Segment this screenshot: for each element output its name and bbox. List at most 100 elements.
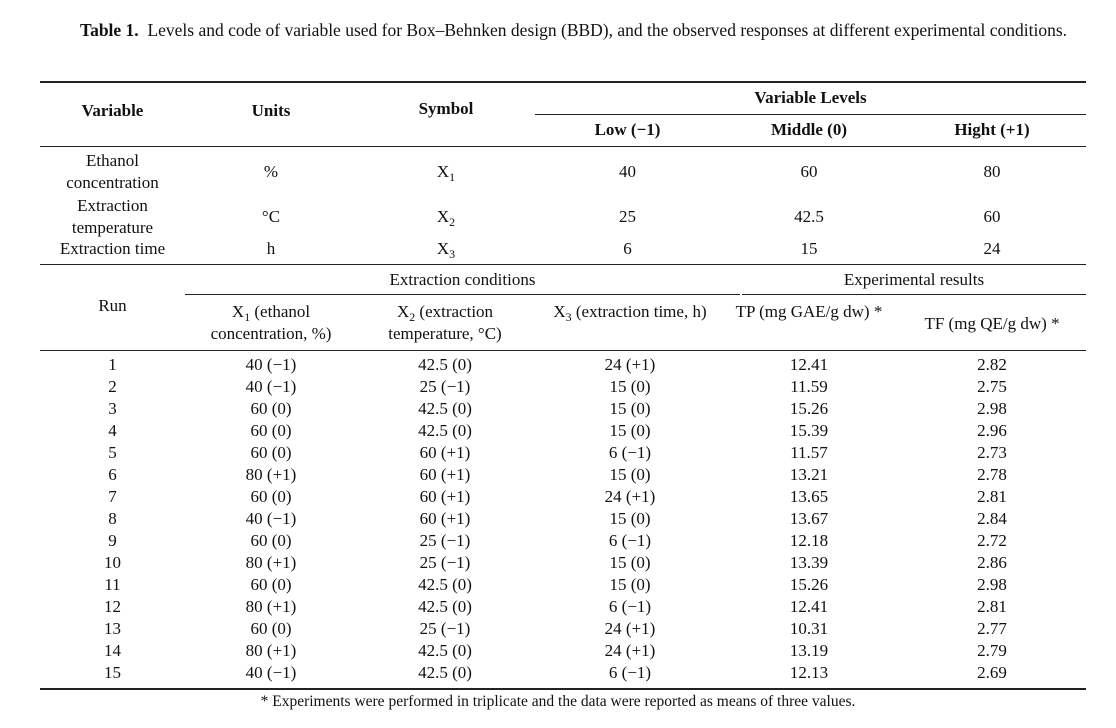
levels-low-cell: 6 — [623, 239, 632, 258]
run-tf-cell: 2.75 — [977, 377, 1007, 396]
run-x1-cell: 60 (0) — [250, 619, 292, 638]
symbol-subscript: 1 — [449, 170, 456, 184]
run-run-cell: 6 — [108, 465, 117, 484]
run-tp-cell: 13.65 — [789, 487, 829, 506]
run-x1-cell: 60 (0) — [250, 487, 292, 506]
header-x1: X1 (ethanol concentration, %) — [196, 301, 346, 345]
run-x3-cell: 15 (0) — [609, 377, 651, 396]
run-x1-cell: 80 (+1) — [245, 553, 297, 572]
table-footnote: * Experiments were performed in triplica… — [260, 693, 856, 710]
run-tp-cell: 15.26 — [789, 575, 829, 594]
run-run-cell: 8 — [108, 509, 117, 528]
run-x1-cell: 80 (+1) — [245, 641, 297, 660]
run-x2-cell: 42.5 (0) — [418, 399, 472, 418]
run-x2-cell: 42.5 (0) — [418, 597, 472, 616]
run-x3-cell: 6 (−1) — [608, 531, 652, 550]
levels-symbol: X2 — [357, 206, 535, 228]
symbol-subscript: 2 — [449, 215, 456, 229]
results-subrule — [742, 294, 1086, 295]
run-x1-cell: 60 (0) — [250, 531, 292, 550]
run-run-cell: 7 — [108, 487, 117, 506]
run-run-cell: 1 — [108, 355, 117, 374]
run-x3-cell: 24 (+1) — [604, 641, 656, 660]
symbol-subscript: 3 — [449, 247, 456, 261]
x2-subscript: 2 — [409, 310, 416, 324]
run-tf-cell: 2.98 — [977, 399, 1007, 418]
run-x2-cell: 60 (+1) — [419, 487, 471, 506]
run-x1-cell: 80 (+1) — [245, 597, 297, 616]
run-tp-cell: 13.39 — [789, 553, 829, 572]
run-run-cell: 4 — [108, 421, 117, 440]
x3-symbol: X — [553, 302, 566, 321]
run-tp-cell: 11.57 — [790, 443, 828, 462]
run-x1-cell: 60 (0) — [250, 421, 292, 440]
run-x3-cell: 15 (0) — [609, 421, 651, 440]
levels-low-cell: 25 — [619, 207, 636, 226]
header-x2: X2 (extraction temperature, °C) — [370, 301, 520, 345]
run-run-cell: 12 — [104, 597, 121, 616]
run-x2-cell: 42.5 (0) — [418, 355, 472, 374]
run-run-cell: 2 — [108, 377, 117, 396]
header-extraction-conditions: Extraction conditions — [389, 270, 536, 289]
x3-label: (extraction time, h) — [571, 302, 707, 321]
symbol-base: X — [436, 207, 450, 226]
run-tf-cell: 2.81 — [977, 597, 1007, 616]
run-x1-cell: 60 (0) — [250, 575, 292, 594]
run-tf-cell: 2.86 — [977, 553, 1007, 572]
header-variable-levels: Variable Levels — [754, 88, 867, 107]
levels-middle-cell: 60 — [800, 162, 818, 181]
levels-end-rule — [40, 264, 1086, 265]
bottom-rule — [40, 688, 1086, 690]
run-x2-cell: 42.5 (0) — [418, 421, 472, 440]
levels-variable-name: Extraction time — [59, 239, 166, 258]
levels-symbol: X1 — [357, 161, 535, 183]
run-x2-cell: 60 (+1) — [419, 465, 471, 484]
levels-subrule — [535, 114, 1086, 115]
x3-subscript: 3 — [565, 310, 572, 324]
run-x2-cell: 60 (+1) — [419, 509, 471, 528]
top-rule — [40, 81, 1086, 83]
levels-units-cell: °C — [261, 207, 281, 226]
header-experimental-results: Experimental results — [843, 270, 985, 289]
header-tf: TF (mg QE/g dw) * — [924, 314, 1060, 333]
run-x3-cell: 15 (0) — [609, 465, 651, 484]
run-x3-cell: 15 (0) — [609, 575, 651, 594]
run-tf-cell: 2.77 — [977, 619, 1007, 638]
levels-symbol: X3 — [357, 238, 535, 260]
header-run: Run — [98, 296, 127, 315]
x2-label: (extraction temperature, °C) — [388, 302, 502, 343]
conditions-subrule — [185, 294, 740, 295]
symbol-base: X — [436, 239, 450, 258]
x1-subscript: 1 — [244, 310, 251, 324]
run-tp-cell: 12.41 — [789, 597, 829, 616]
run-x2-cell: 42.5 (0) — [418, 663, 472, 682]
run-tp-cell: 13.67 — [789, 509, 829, 528]
levels-low-cell: 40 — [619, 162, 636, 181]
run-x1-cell: 40 (−1) — [245, 509, 297, 528]
run-x3-cell: 15 (0) — [609, 399, 651, 418]
header-symbol: Symbol — [418, 99, 474, 118]
caption-text: Levels and code of variable used for Box… — [147, 20, 1068, 40]
run-x3-cell: 24 (+1) — [604, 487, 656, 506]
run-run-cell: 5 — [108, 443, 117, 462]
levels-units-cell: % — [263, 162, 279, 181]
header-high: Hight (+1) — [954, 120, 1030, 139]
run-tp-cell: 12.41 — [789, 355, 829, 374]
run-run-cell: 3 — [108, 399, 117, 418]
runs-header-rule — [40, 350, 1086, 351]
run-tp-cell: 15.26 — [789, 399, 829, 418]
run-run-cell: 13 — [104, 619, 121, 638]
levels-units-cell: h — [266, 239, 276, 258]
run-x3-cell: 15 (0) — [609, 509, 651, 528]
run-x1-cell: 60 (0) — [250, 443, 292, 462]
run-tp-cell: 15.39 — [789, 421, 829, 440]
run-x3-cell: 24 (+1) — [604, 619, 656, 638]
header-low: Low (−1) — [594, 120, 661, 139]
run-x1-cell: 40 (−1) — [245, 377, 297, 396]
header-middle: Middle (0) — [770, 120, 848, 139]
run-x2-cell: 42.5 (0) — [418, 575, 472, 594]
run-tf-cell: 2.79 — [977, 641, 1007, 660]
run-x1-cell: 60 (0) — [250, 399, 292, 418]
run-tp-cell: 11.59 — [790, 377, 828, 396]
run-x3-cell: 6 (−1) — [608, 663, 652, 682]
